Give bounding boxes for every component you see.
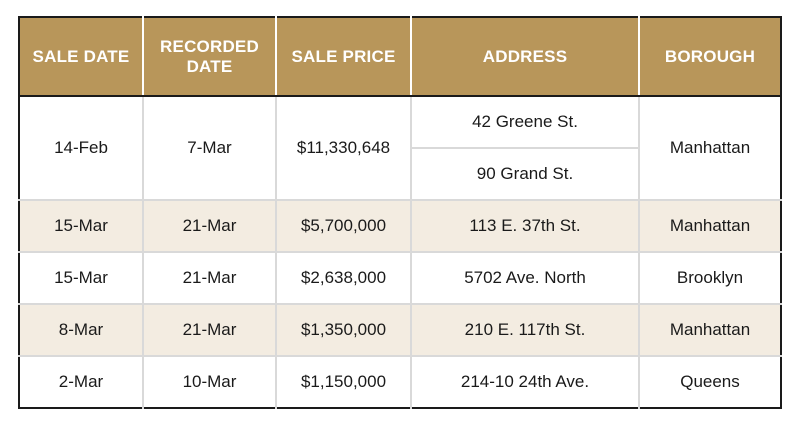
cell-sale-price: $1,150,000 [275, 355, 412, 408]
cell-borough: Manhattan [638, 95, 781, 201]
cell-recorded-date: 21-Mar [142, 251, 277, 305]
cell-sale-date: 15-Mar [19, 199, 144, 253]
cell-borough: Brooklyn [638, 251, 781, 305]
cell-recorded-date: 7-Mar [142, 95, 277, 201]
sales-table-container: SALE DATE RECORDED DATE SALE PRICE ADDRES… [18, 16, 782, 409]
cell-borough: Manhattan [638, 303, 781, 357]
cell-recorded-date: 21-Mar [142, 303, 277, 357]
cell-sale-price: $1,350,000 [275, 303, 412, 357]
cell-sale-price: $11,330,648 [275, 95, 412, 201]
cell-address: 90 Grand St. [411, 147, 639, 201]
header-address: ADDRESS [410, 17, 639, 97]
cell-address: 214-10 24th Ave. [410, 355, 640, 408]
header-borough: BOROUGH [638, 17, 781, 97]
table-row-sub: 90 Grand St. [19, 147, 781, 201]
header-recorded-line1: RECORDED [160, 36, 259, 56]
cell-borough: Manhattan [638, 199, 781, 253]
header-recorded-date: RECORDED DATE [142, 17, 276, 97]
header-sale-date: SALE DATE [19, 17, 143, 97]
cell-sale-date: 15-Mar [19, 251, 144, 305]
cell-borough: Queens [638, 355, 781, 408]
header-recorded-line2: DATE [186, 56, 233, 76]
cell-address: 5702 Ave. North [410, 251, 640, 305]
cell-sale-date: 8-Mar [19, 303, 144, 357]
header-sale-price: SALE PRICE [275, 17, 411, 97]
table-row: 2-Mar 10-Mar $1,150,000 214-10 24th Ave.… [19, 355, 781, 408]
table-row: 15-Mar 21-Mar $5,700,000 113 E. 37th St.… [19, 199, 781, 253]
cell-recorded-date: 10-Mar [142, 355, 277, 408]
cell-address: 113 E. 37th St. [410, 199, 640, 253]
cell-sale-price: $2,638,000 [275, 251, 412, 305]
table-header-row: SALE DATE RECORDED DATE SALE PRICE ADDRES… [19, 17, 781, 97]
cell-sale-date: 14-Feb [19, 95, 144, 201]
cell-address: 210 E. 117th St. [410, 303, 640, 357]
sales-table: SALE DATE RECORDED DATE SALE PRICE ADDRES… [18, 16, 782, 409]
table-row: 15-Mar 21-Mar $2,638,000 5702 Ave. North… [19, 251, 781, 305]
table-row: 8-Mar 21-Mar $1,350,000 210 E. 117th St.… [19, 303, 781, 357]
cell-sale-price: $5,700,000 [275, 199, 412, 253]
table-row: 14-Feb 7-Mar $11,330,648 42 Greene St. M… [19, 95, 781, 201]
cell-sale-date: 2-Mar [19, 355, 144, 408]
cell-recorded-date: 21-Mar [142, 199, 277, 253]
cell-address: 42 Greene St. [410, 95, 640, 149]
